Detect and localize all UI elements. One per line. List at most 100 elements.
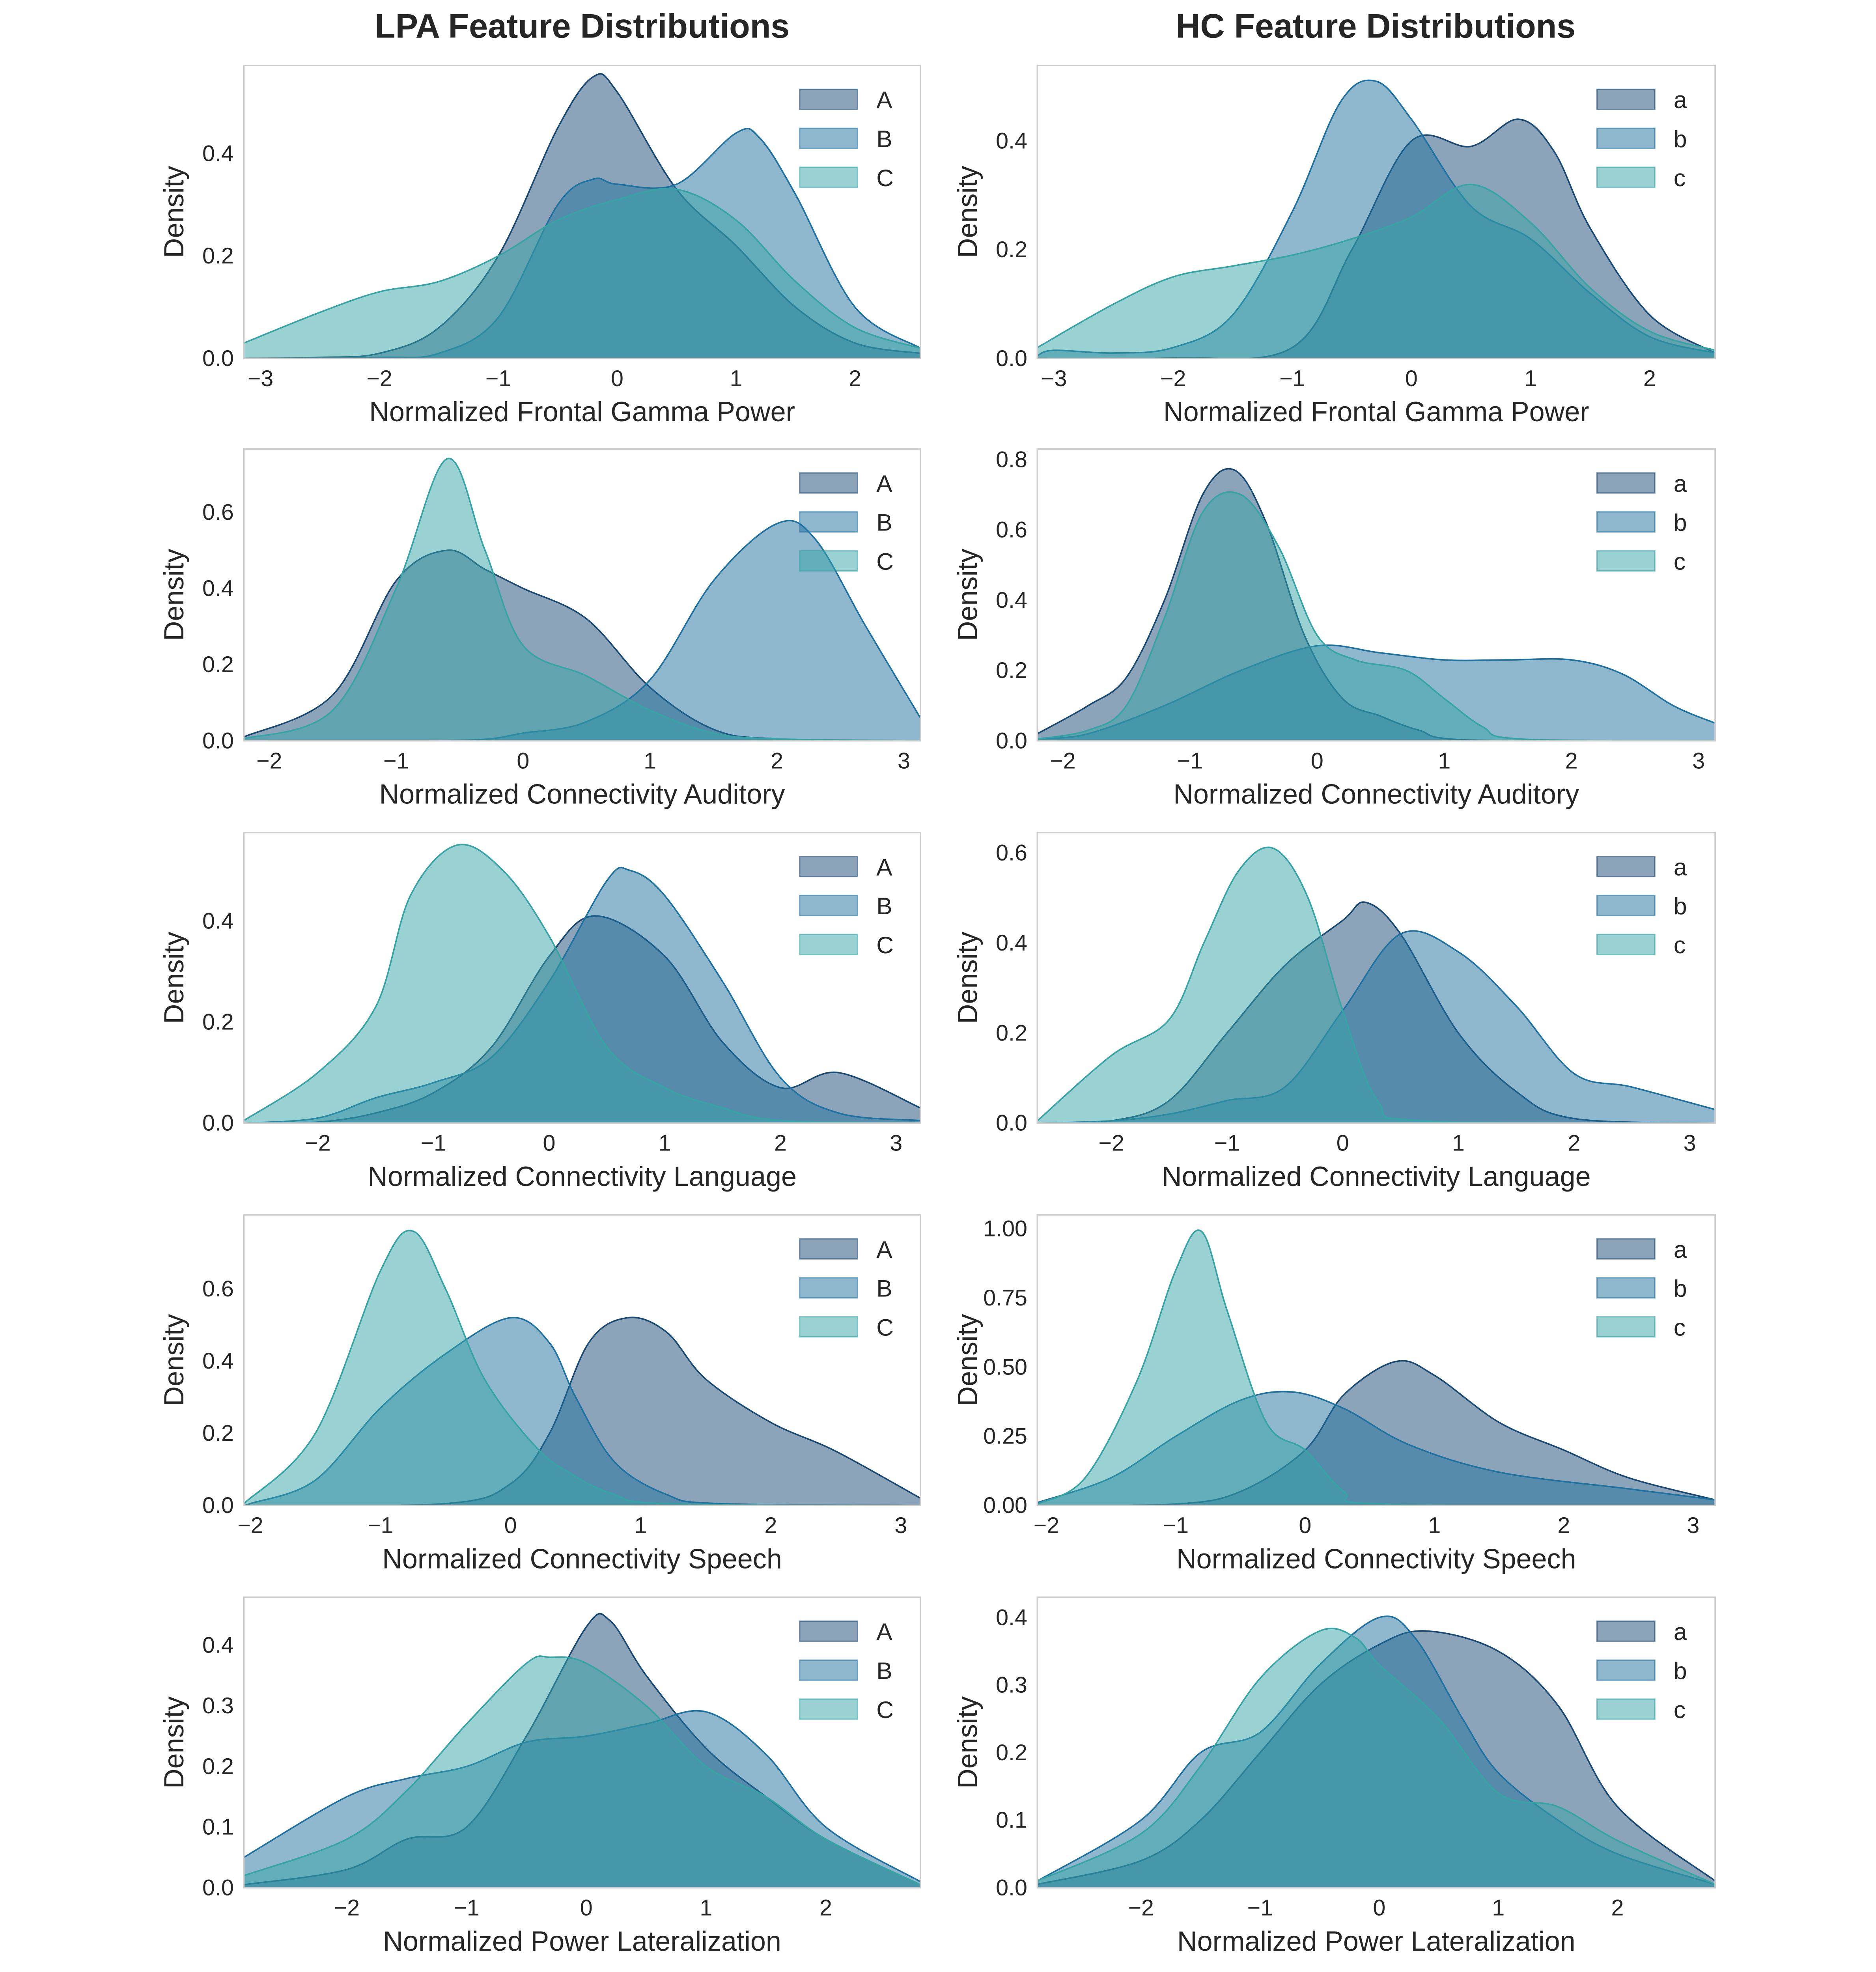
y-tick-label: 0.3 [996,1673,1027,1698]
x-tick-label: 0 [580,1895,593,1921]
x-tick-label: 2 [1557,1513,1570,1538]
y-tick-label: 0.3 [202,1693,234,1718]
y-tick-label: 0.2 [996,1020,1027,1046]
legend-label: b [1674,1657,1687,1684]
axes-frame [1036,64,1716,359]
x-tick-label: −2 [305,1131,330,1156]
column-title-hc: HC Feature Distributions [1176,7,1575,45]
legend-swatch [1596,1316,1656,1338]
y-tick-label: 0.2 [202,1009,234,1035]
legend-label: B [876,1657,892,1684]
y-tick-label: 0.2 [202,1754,234,1779]
x-tick-label: 1 [659,1131,671,1156]
column-title-lpa: LPA Feature Distributions [375,7,790,45]
x-tick-label: 3 [898,748,910,773]
legend: ABC [799,1618,894,1723]
legend: ABC [799,1236,894,1341]
legend-label: C [876,1314,894,1341]
y-tick-label: 0.25 [983,1424,1027,1449]
density-panel: −2 −1 0 1 2 3 0.0 0.2 0.4 0.6 Normalized Connectiv… [158,1214,921,1574]
density-area-c [1037,847,1715,1123]
legend-label: c [1674,164,1686,191]
y-tick-label: 0.2 [202,1421,234,1446]
legend-label: B [876,893,892,919]
x-tick-label: −1 [1177,748,1203,773]
y-tick-label: 0.2 [996,658,1027,683]
legend: abc [1596,470,1687,575]
legend-swatch [799,166,859,188]
x-tick-label: 3 [890,1131,902,1156]
x-tick-label: 0 [1373,1895,1385,1921]
density-panel: −2 −1 0 1 2 0.0 0.1 0.2 0.3 0.4 Normalized Power L… [158,1596,921,1957]
x-tick-label: 0 [1405,366,1418,391]
density-area-C [244,458,920,741]
axes-frame [243,64,921,359]
density-line-c [1037,491,1715,741]
y-tick-label: 0.1 [202,1815,234,1840]
legend-label: b [1674,1275,1687,1302]
legend-label: c [1674,548,1686,575]
x-tick-label: −2 [1034,1513,1059,1538]
legend-swatch [799,550,859,572]
legend-label: A [876,470,892,497]
y-tick-label: 0.6 [202,1276,234,1302]
y-tick-label: 0.0 [996,346,1027,371]
legend-swatch [799,1277,859,1299]
y-tick-label: 0.4 [202,141,234,166]
y-tick-label: 0.2 [996,1740,1027,1765]
density-panel: −2 −1 0 1 2 0.0 0.1 0.2 0.3 0.4 Normalized Power L… [952,1596,1716,1957]
legend-swatch [1596,127,1656,149]
y-axis-label: Density [952,1314,983,1406]
density-line-c [1037,846,1715,1123]
x-tick-label: 1 [1428,1513,1441,1538]
legend-swatch [799,1698,859,1720]
density-panel: −2 −1 0 1 2 3 0.00 0.25 0.50 0.75 1.00 Normalized C… [952,1214,1716,1574]
density-line-C [244,1655,920,1886]
y-axis-label: Density [158,166,189,258]
x-tick-label: 1 [635,1513,647,1538]
legend-label: B [876,125,892,152]
y-tick-label: 0.6 [996,840,1027,865]
density-line-a [1037,118,1715,359]
x-tick-label: 2 [774,1131,787,1156]
x-tick-label: −1 [1214,1131,1240,1156]
y-axis-label: Density [952,549,983,641]
legend-label: a [1674,1236,1687,1263]
legend: ABC [799,470,894,575]
legend-label: a [1674,853,1687,880]
x-tick-label: −3 [248,366,273,391]
legend-swatch [799,511,859,533]
x-axis-label: Normalized Connectivity Speech [1176,1543,1576,1574]
x-axis-label: Normalized Connectivity Language [368,1161,797,1192]
density-area-b [1037,931,1715,1123]
density-line-C [244,188,920,349]
x-axis-label: Normalized Connectivity Language [1162,1161,1591,1192]
axes-frame [1036,448,1716,742]
legend: ABC [799,86,894,191]
legend-swatch [1596,934,1656,955]
y-axis-label: Density [158,549,189,641]
y-tick-label: 0.4 [996,588,1027,613]
y-tick-label: 0.4 [202,1632,234,1658]
x-tick-label: 2 [1643,366,1656,391]
density-panel: −2 −1 0 1 2 3 0.0 0.2 0.4 Normalized Connectivity… [158,832,921,1192]
density-panel: −2 −1 0 1 2 3 0.0 0.2 0.4 0.6 Normalized Connectiv… [952,832,1716,1192]
axes-frame [243,1214,921,1506]
density-line-C [244,1230,920,1505]
y-tick-label: 0.0 [996,728,1027,753]
legend-label: b [1674,509,1687,536]
x-tick-label: −1 [454,1895,479,1921]
legend-label: C [876,164,894,191]
y-tick-label: 0.8 [996,447,1027,472]
legend-swatch [799,1316,859,1338]
axes-frame [243,448,921,742]
x-tick-label: 0 [1311,748,1323,773]
x-tick-label: 0 [1337,1131,1349,1156]
legend-swatch [799,472,859,494]
legend-label: c [1674,1314,1686,1341]
x-tick-label: −2 [1050,748,1075,773]
legend-label: A [876,1236,892,1263]
legend-label: A [876,1618,892,1645]
x-tick-label: −1 [368,1513,393,1538]
legend-swatch [1596,550,1656,572]
